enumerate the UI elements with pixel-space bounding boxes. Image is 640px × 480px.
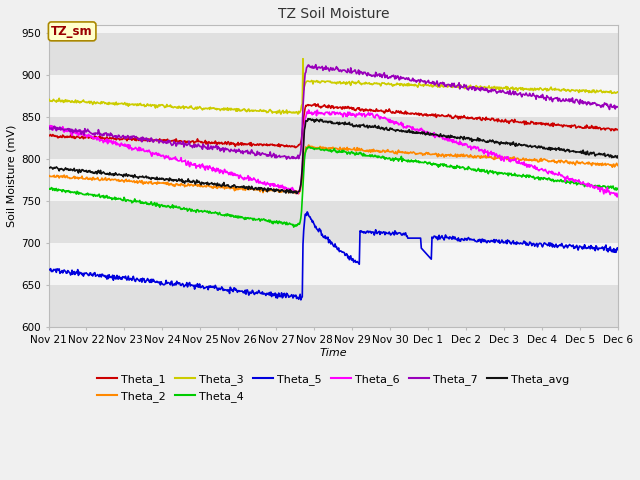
Bar [49,159,618,201]
Text: TZ_sm: TZ_sm [51,25,93,38]
Bar [49,75,618,117]
Bar [49,285,618,327]
Bar [49,33,618,75]
Legend: Theta_1, Theta_2, Theta_3, Theta_4, Theta_5, Theta_6, Theta_7, Theta_avg: Theta_1, Theta_2, Theta_3, Theta_4, Thet… [92,370,574,406]
Bar [49,201,618,243]
Y-axis label: Soil Moisture (mV): Soil Moisture (mV) [7,125,17,227]
Bar [49,117,618,159]
Bar [49,243,618,285]
X-axis label: Time: Time [319,348,347,358]
Title: TZ Soil Moisture: TZ Soil Moisture [278,7,389,21]
Bar [49,0,618,33]
